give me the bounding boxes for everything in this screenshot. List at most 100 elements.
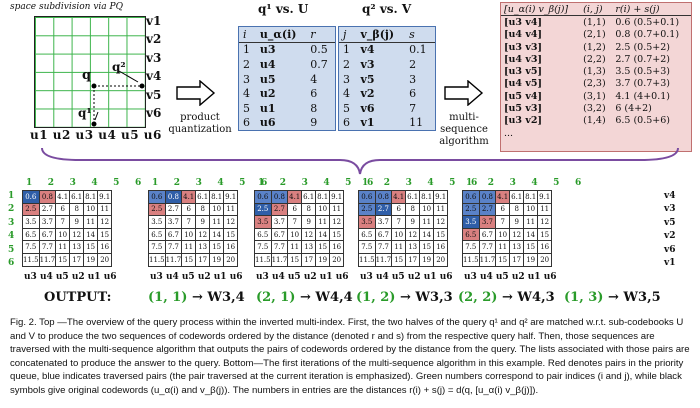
matrix-cell: 16 xyxy=(223,240,239,254)
matrix-u-labels: u3 u4 u5 u2 u1 u6 xyxy=(24,272,117,282)
output-1: (1, 1) → W3,4 xyxy=(148,290,245,305)
matrix-cell: 11.5 xyxy=(254,252,272,267)
matrix-cell: 3.5 xyxy=(462,215,480,229)
matrix-cell: 13 xyxy=(69,240,85,254)
matrix-cell: 20 xyxy=(329,252,345,267)
output-2: (2, 1) → W4,4 xyxy=(256,290,353,305)
matrix-cell: 11 xyxy=(523,215,539,229)
matrix-cell: 7.5 xyxy=(254,240,272,254)
matrix-cell: 11 xyxy=(495,240,511,254)
output-label: OUTPUT: xyxy=(44,290,112,305)
u-axis-labels: u1 u2 u3 u4 u5 u6 xyxy=(30,128,162,142)
matrix-cell: 6.5 xyxy=(358,227,376,242)
matrix-cell: 10 xyxy=(181,227,197,242)
matrix-cell: 10 xyxy=(83,202,99,217)
matrix-cell: 17 xyxy=(301,252,317,267)
matrix-cell: 14 xyxy=(315,227,331,242)
matrix-cell: 19 xyxy=(83,252,99,267)
matrix-cell: 3.7 xyxy=(374,215,393,229)
matrix-cell: 8 xyxy=(69,202,85,217)
matrix-cell: 2.5 xyxy=(254,202,272,217)
matrix-u-labels: u3 u4 u5 u2 u1 u6 xyxy=(150,272,243,282)
matrix-cell: 12 xyxy=(69,227,85,242)
matrix-cell: 9.1 xyxy=(223,190,239,204)
matrix-cell: 6.7 xyxy=(478,227,497,242)
matrix-cell: 12 xyxy=(195,227,211,242)
matrix-cell: 7.5 xyxy=(462,240,480,254)
output-4: (2, 2) → W4,3 xyxy=(458,290,555,305)
matrix-cell: 14 xyxy=(209,227,225,242)
matrix-cell: 2.7 xyxy=(478,202,497,217)
matrix-cell: 4.1 xyxy=(495,190,511,204)
matrix-cell: 6.7 xyxy=(374,227,393,242)
output-5: (1, 3) → W3,5 xyxy=(564,290,661,305)
matrix-cell: 11.7 xyxy=(270,252,289,267)
matrix-cell: 3.5 xyxy=(22,215,40,229)
matrix-v-labels: v4 v3 v5 v2 v6 v1 xyxy=(664,191,676,269)
matrix-cell: 3.7 xyxy=(478,215,497,229)
distance-matrix: 0.6 0.8 4.1 6.1 8.1 9.1 2.5 2.7 6 8 10 11 3.5 3.7 7 9 11… xyxy=(462,190,553,267)
matrix-cell: 11 xyxy=(209,215,225,229)
matrix-cell: 11.7 xyxy=(478,252,497,267)
matrix-cell: 16 xyxy=(329,240,345,254)
multi-sequence-label: multi-sequence algorithm xyxy=(439,112,489,147)
matrix-cell: 11 xyxy=(315,215,331,229)
matrix-cell: 20 xyxy=(433,252,449,267)
matrix-cell: 2.5 xyxy=(358,202,376,217)
matrix-cell: 8 xyxy=(195,202,211,217)
matrix-cell: 10 xyxy=(55,227,71,242)
query-q2: q² xyxy=(112,60,126,74)
matrix-cell: 6.1 xyxy=(195,190,211,204)
matrix-cell: 19 xyxy=(419,252,435,267)
matrix-cell: 11.5 xyxy=(462,252,480,267)
matrix-cell: 0.6 xyxy=(462,190,480,204)
matrix-cell: 11 xyxy=(537,202,553,217)
matrix-cell: 2.5 xyxy=(462,202,480,217)
matrix-cell: 0.8 xyxy=(38,190,57,204)
matrix-cell: 7.5 xyxy=(358,240,376,254)
matrix-cell: 6.1 xyxy=(405,190,421,204)
matrix-cell: 12 xyxy=(301,227,317,242)
matrix-cell: 0.6 xyxy=(22,190,40,204)
matrix-cell: 11.5 xyxy=(358,252,376,267)
matrix-cell: 15 xyxy=(523,240,539,254)
matrix-cell: 12 xyxy=(223,215,239,229)
matrix-cell: 9.1 xyxy=(97,190,113,204)
matrix-cell: 16 xyxy=(97,240,113,254)
matrix-cell: 0.8 xyxy=(270,190,289,204)
matrix-cell: 11 xyxy=(419,215,435,229)
matrix-cell: 11.5 xyxy=(148,252,166,267)
matrix-cell: 11 xyxy=(55,240,71,254)
matrix-cell: 11 xyxy=(391,240,407,254)
matrix-cell: 10 xyxy=(523,202,539,217)
matrix-cell: 2.7 xyxy=(270,202,289,217)
matrix-cell: 0.6 xyxy=(358,190,376,204)
matrix-cell: 13 xyxy=(195,240,211,254)
matrix-cell: 2.7 xyxy=(38,202,57,217)
matrix-cell: 6.5 xyxy=(254,227,272,242)
matrix-cell: 16 xyxy=(537,240,553,254)
matrix-cell: 12 xyxy=(433,215,449,229)
matrix-cell: 6.5 xyxy=(148,227,166,242)
matrix-cell: 9 xyxy=(69,215,85,229)
matrix-cell: 6 xyxy=(287,202,303,217)
matrix-cell: 6.1 xyxy=(509,190,525,204)
matrix-cell: 19 xyxy=(315,252,331,267)
matrix-cell: 7.7 xyxy=(270,240,289,254)
matrix-cell: 15 xyxy=(419,240,435,254)
matrix-cell: 0.6 xyxy=(254,190,272,204)
matrix-cell: 7.5 xyxy=(22,240,40,254)
matrix-cell: 4.1 xyxy=(391,190,407,204)
matrix-cell: 17 xyxy=(69,252,85,267)
matrix-cell: 11.7 xyxy=(38,252,57,267)
matrix-cell: 8 xyxy=(509,202,525,217)
matrix-cell: 8.1 xyxy=(523,190,539,204)
matrix-cell: 12 xyxy=(509,227,525,242)
matrix-cell: 7 xyxy=(181,215,197,229)
matrix-cell: 17 xyxy=(195,252,211,267)
matrix-cell: 11 xyxy=(329,202,345,217)
matrix-cell: 7.5 xyxy=(148,240,166,254)
arrow-icon xyxy=(176,80,216,106)
matrix-cell: 8.1 xyxy=(315,190,331,204)
matrix-cell: 12 xyxy=(405,227,421,242)
